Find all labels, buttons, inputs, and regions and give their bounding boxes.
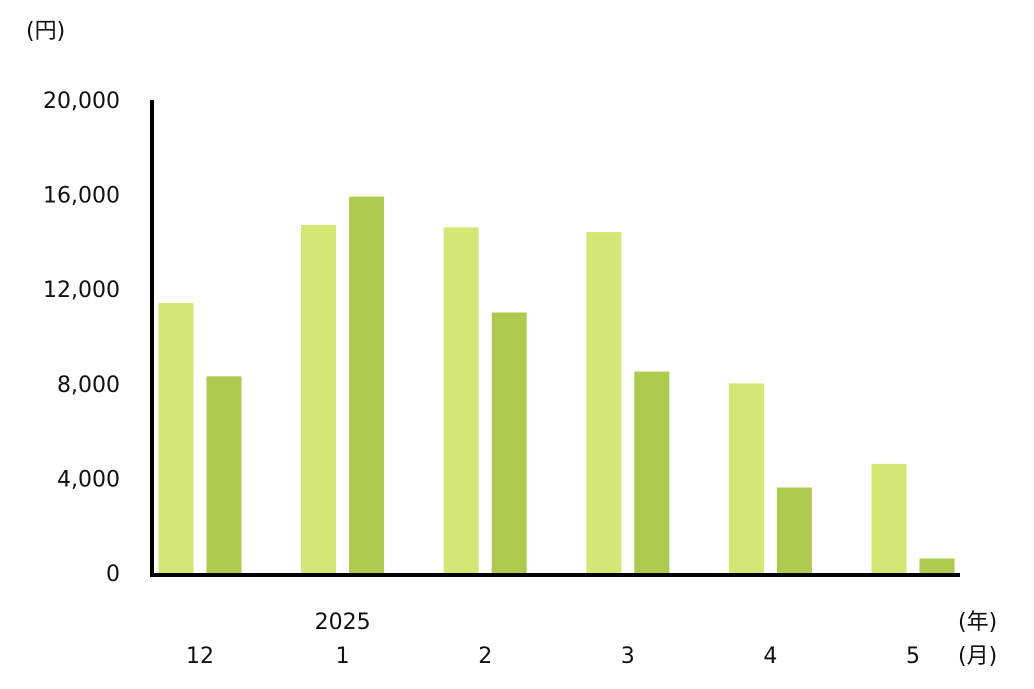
x-tick-label: 12 (186, 644, 214, 669)
y-tick-label: 16,000 (43, 184, 120, 209)
x-tick-label: 4 (763, 644, 777, 669)
bar (301, 224, 337, 576)
y-tick-label: 4,000 (57, 467, 120, 492)
x-tick-label: 5 (906, 644, 920, 669)
bar (634, 371, 670, 575)
y-tick-label: 12,000 (43, 278, 120, 303)
x-year-unit: (年) (958, 610, 997, 635)
y-tick-label: 0 (106, 562, 120, 587)
x-tick-label: 1 (336, 644, 350, 669)
bar (443, 227, 479, 575)
bar (728, 383, 764, 575)
bar (871, 463, 907, 575)
y-unit: (円) (26, 19, 65, 44)
y-tick-label: 8,000 (57, 373, 120, 398)
bar (206, 376, 242, 575)
bar (919, 558, 955, 575)
bar (158, 303, 194, 575)
y-tick-label: 20,000 (43, 89, 120, 114)
x-tick-label: 3 (621, 644, 635, 669)
bar (776, 487, 812, 575)
bar (491, 312, 527, 575)
bar (586, 232, 622, 575)
x-tick-label: 2 (478, 644, 492, 669)
bar (349, 196, 385, 575)
x-month-unit: (月) (958, 644, 997, 669)
x-year-label: 2025 (315, 610, 371, 635)
